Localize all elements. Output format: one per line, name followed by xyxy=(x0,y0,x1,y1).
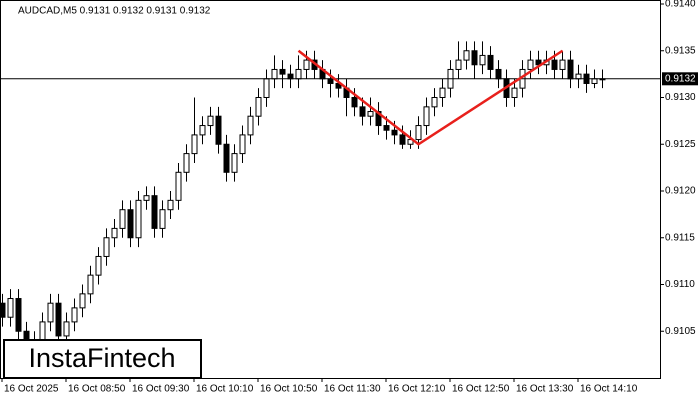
candle-body xyxy=(295,68,302,80)
x-tick-label: 16 Oct 12:10 xyxy=(388,384,446,395)
candle-body xyxy=(151,195,158,229)
x-tick-label: 16 Oct 09:30 xyxy=(132,384,190,395)
x-tick-label: 16 Oct 2025 xyxy=(4,384,59,395)
candle-body xyxy=(399,134,406,145)
candle-body xyxy=(439,87,446,99)
y-tick-label: 0.9115 xyxy=(665,232,695,243)
y-tick-label: 0.9105 xyxy=(665,326,696,337)
candle-body xyxy=(103,237,110,257)
candle-body xyxy=(175,171,182,201)
candle-body xyxy=(223,143,230,173)
candle-body xyxy=(303,59,310,70)
candle-body xyxy=(511,87,518,99)
candle-body xyxy=(279,68,286,75)
candle-body xyxy=(271,68,278,80)
candle-body xyxy=(455,59,462,70)
candle-body xyxy=(591,78,598,84)
candle-body xyxy=(0,302,6,318)
x-tick-label: 16 Oct 11:30 xyxy=(324,384,381,395)
candle-body xyxy=(567,59,574,80)
current-price-label: 0.9132 xyxy=(665,73,696,84)
candle-body xyxy=(95,255,102,276)
candle-body xyxy=(391,129,398,136)
x-tick-label: 16 Oct 10:50 xyxy=(260,384,318,395)
candle-body xyxy=(551,59,558,70)
candle-body xyxy=(423,106,430,127)
y-tick-label: 0.9130 xyxy=(665,92,696,103)
candle-body xyxy=(135,199,142,239)
x-tick-label: 16 Oct 13:30 xyxy=(516,384,574,395)
candle-body xyxy=(471,50,478,66)
y-tick-label: 0.9110 xyxy=(665,279,695,290)
candle-body xyxy=(87,274,94,295)
candle-body xyxy=(111,227,118,239)
candle-body xyxy=(415,125,422,141)
candle-body xyxy=(215,115,222,145)
candle-body xyxy=(527,59,534,70)
y-tick-label: 0.9120 xyxy=(665,186,696,197)
y-tick-label: 0.9125 xyxy=(665,139,696,150)
candle-body xyxy=(479,54,486,66)
candle-body xyxy=(383,125,390,131)
candle-body xyxy=(207,115,214,127)
candle-body xyxy=(71,307,78,323)
x-tick-label: 16 Oct 14:10 xyxy=(580,384,638,395)
candle-body xyxy=(255,97,262,117)
candle-body xyxy=(463,50,470,61)
candle-body xyxy=(559,59,566,70)
current-price-box xyxy=(662,72,698,86)
candle-body xyxy=(247,115,254,136)
brand-logo: InstaFintech xyxy=(28,343,175,373)
pattern-line xyxy=(297,49,564,146)
candle-body xyxy=(351,97,358,108)
candle-body xyxy=(47,302,54,323)
x-tick-label: 16 Oct 10:10 xyxy=(196,384,254,395)
candle-body xyxy=(127,209,134,239)
candle-body xyxy=(143,195,150,201)
candle-body xyxy=(167,199,174,211)
candle-body xyxy=(191,134,198,155)
candle-body xyxy=(239,134,246,155)
candle-body xyxy=(495,68,502,80)
candle-body xyxy=(263,78,270,99)
candle-body xyxy=(183,153,190,173)
candle-body xyxy=(63,321,70,337)
candle-body xyxy=(287,73,294,80)
candle-body xyxy=(487,54,494,70)
y-tick-label: 0.9140 xyxy=(665,0,696,10)
candle-body xyxy=(359,106,366,117)
chart-title: AUDCAD,M5 0.9131 0.9132 0.9131 0.9132 xyxy=(18,6,211,17)
brand-box xyxy=(3,339,202,379)
candle-body xyxy=(55,302,62,337)
candle-body xyxy=(367,111,374,117)
x-tick-label: 16 Oct 12:50 xyxy=(452,384,510,395)
candle-body xyxy=(327,78,334,84)
candle-body xyxy=(431,97,438,108)
candle-body xyxy=(199,125,206,136)
candle-body xyxy=(15,298,22,332)
candle-body xyxy=(119,209,126,229)
candle-body xyxy=(79,293,86,309)
candle-body xyxy=(575,73,582,80)
candle-body xyxy=(7,298,14,318)
candle-body xyxy=(535,59,542,66)
candle-body xyxy=(231,153,238,173)
candle-body xyxy=(159,209,166,229)
plot-frame xyxy=(0,0,661,379)
x-tick-label: 16 Oct 08:50 xyxy=(68,384,126,395)
y-tick-label: 0.9135 xyxy=(665,45,696,56)
